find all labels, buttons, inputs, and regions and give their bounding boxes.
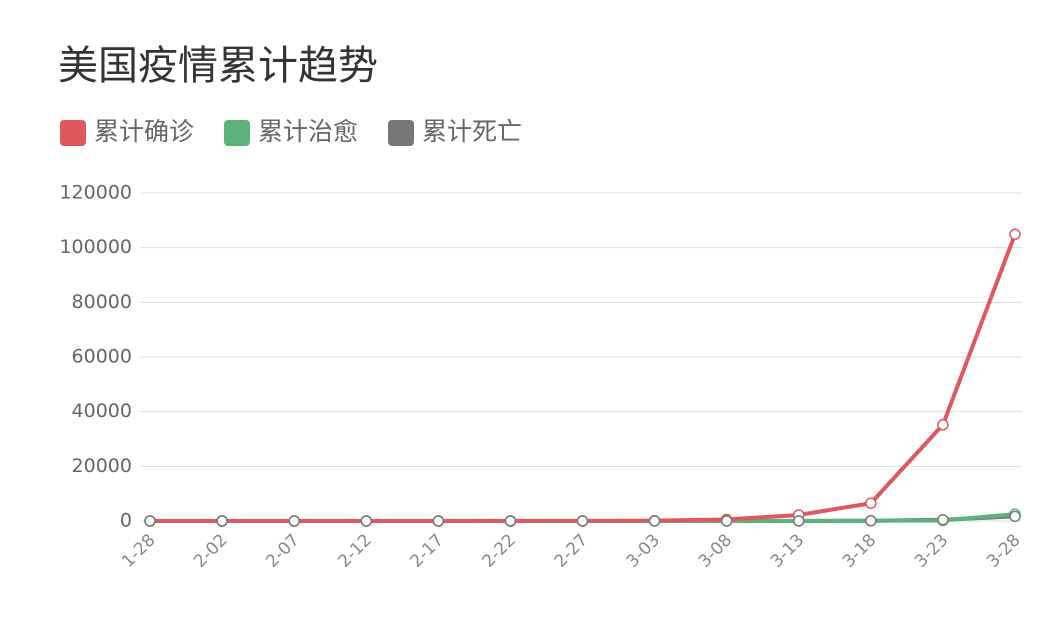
x-tick-label: 3-28 (983, 530, 1024, 571)
point-marker (937, 419, 949, 431)
point-marker (576, 515, 589, 527)
point-marker (504, 515, 517, 527)
x-tick-label: 3-13 (767, 530, 808, 571)
point-marker (720, 515, 733, 527)
y-tick-label: 60000 (72, 346, 132, 368)
x-tick-label: 2-02 (190, 530, 231, 571)
y-tick-label: 20000 (72, 455, 132, 477)
x-tick-label: 2-22 (479, 530, 520, 571)
x-tick-label: 2-07 (262, 530, 303, 571)
legend-swatch (60, 120, 86, 146)
legend-label: 累计确诊 (94, 117, 194, 146)
legend-swatch (388, 120, 415, 146)
y-tick-label: 40000 (72, 400, 132, 422)
x-tick-label: 2-12 (334, 530, 375, 571)
point-marker (288, 515, 300, 527)
x-tick-label: 3-23 (911, 530, 952, 571)
point-marker (216, 515, 228, 527)
legend-swatch (224, 120, 251, 146)
point-marker (360, 515, 372, 527)
point-marker (865, 514, 877, 527)
y-tick-label: 80000 (72, 291, 132, 313)
point-marker (432, 515, 445, 527)
legend-label: 累计治愈 (258, 117, 358, 146)
point-marker (793, 515, 805, 527)
y-tick-label: 0 (120, 510, 132, 532)
x-tick-label: 3-18 (839, 530, 880, 571)
x-tick-label: 3-03 (623, 530, 664, 571)
x-tick-label: 2-27 (551, 530, 592, 571)
point-marker (648, 515, 661, 527)
point-marker (144, 515, 156, 527)
chart-title: 美国疫情累计趋势 (58, 43, 378, 89)
point-marker (1009, 510, 1021, 523)
legend-label: 累计死亡 (422, 117, 522, 146)
y-tick-label: 120000 (59, 182, 132, 204)
point-marker (1009, 228, 1021, 241)
series-line (149, 233, 1017, 523)
x-tick-label: 3-08 (695, 530, 736, 571)
y-tick-label: 100000 (59, 236, 132, 258)
x-tick-label: 1-28 (118, 530, 159, 571)
point-marker (937, 514, 949, 526)
x-tick-label: 2-17 (406, 530, 447, 571)
point-marker (865, 497, 877, 509)
